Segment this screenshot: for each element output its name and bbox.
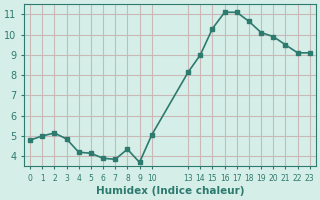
X-axis label: Humidex (Indice chaleur): Humidex (Indice chaleur) bbox=[96, 186, 244, 196]
